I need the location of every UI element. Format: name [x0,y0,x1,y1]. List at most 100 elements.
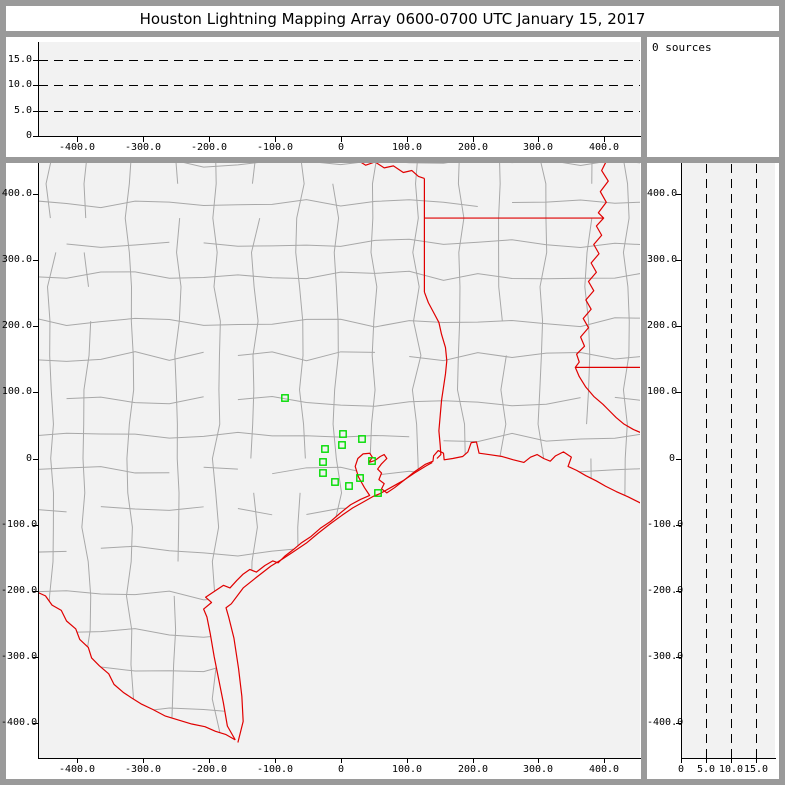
map-x-tick-label: -100.0 [256,764,294,775]
right-plot-y-tick-label: 300.0 [647,254,678,265]
map-x-tick-label: 100.0 [391,764,423,775]
right-plot-alt-gridline [706,164,707,758]
map-y-tick-label: -300.0 [1,651,38,662]
plan-view-map-plot[interactable] [38,163,640,758]
map-y-tick-label: 300.0 [1,254,32,265]
right-plot-y-tick [676,194,681,195]
map-y-tick-label: -400.0 [1,717,38,728]
right-plot-y-tick [676,525,681,526]
station-marker [321,445,329,453]
right-plot-y-tick [676,591,681,592]
right-plot-y-tick-label: -200.0 [647,585,684,596]
map-x-tick [604,758,605,763]
top-plot-y-tick [33,111,38,112]
right-plot-x-tick-label: 5.0 [696,764,716,775]
title-bar: Houston Lightning Mapping Array 0600-070… [6,6,779,31]
top-plot-x-tick [538,137,539,142]
altitude-vs-ew-plot[interactable] [38,42,640,136]
sabine-line [424,292,446,458]
red-river-line [357,163,424,178]
right-plot-x-tick-label: 15.0 [743,764,769,775]
top-plot-x-tick [209,137,210,142]
map-y-axis [38,163,39,759]
top-plot-x-tick-label: 200.0 [457,142,489,153]
station-marker [338,441,346,449]
coast-line [204,442,640,740]
station-marker [281,394,289,402]
right-plot-y-tick-label: 200.0 [647,320,678,331]
top-plot-y-axis [38,42,39,137]
top-plot-x-tick [473,137,474,142]
top-plot-x-axis [38,136,641,137]
right-plot-y-axis [681,163,682,759]
top-plot-alt-gridline [39,111,640,112]
map-x-tick [473,758,474,763]
map-y-tick-label: 400.0 [1,188,32,199]
map-x-tick-label: 200.0 [457,764,489,775]
map-canvas [38,163,640,758]
right-plot-y-tick [676,459,681,460]
map-y-tick-label: 200.0 [1,320,32,331]
top-plot-x-tick [143,137,144,142]
map-x-tick-label: -300.0 [124,764,162,775]
map-y-tick [33,392,38,393]
map-x-tick [209,758,210,763]
station-marker [358,435,366,443]
station-marker [319,469,327,477]
top-plot-y-tick [33,85,38,86]
top-plot-y-tick-label: 5.0 [13,105,32,116]
map-x-tick [538,758,539,763]
map-x-tick [275,758,276,763]
right-plot-y-tick-label: 400.0 [647,188,678,199]
top-plot-y-tick-label: 10.0 [7,79,32,90]
sources-panel [647,37,779,157]
map-x-tick-label: -400.0 [58,764,96,775]
top-plot-x-tick [604,137,605,142]
map-y-tick [33,525,38,526]
right-plot-y-tick [676,260,681,261]
right-plot-y-tick [676,657,681,658]
map-y-tick [33,591,38,592]
top-plot-y-tick-label: 15.0 [7,54,32,65]
right-plot-x-tick-label: 10.0 [718,764,744,775]
map-km-space [38,163,640,758]
lma-station-markers [281,394,382,497]
top-plot-x-tick-label: 300.0 [522,142,554,153]
station-marker [339,430,347,438]
sources-count-label: 0 sources [652,41,712,54]
top-plot-x-tick-label: -400.0 [58,142,96,153]
altitude-vs-ns-plot[interactable] [681,163,775,758]
map-y-tick-label: -100.0 [1,519,38,530]
right-plot-y-tick-label: -300.0 [647,651,684,662]
map-y-tick-label: 100.0 [1,386,32,397]
top-plot-y-tick [33,136,38,137]
map-y-tick [33,723,38,724]
map-x-tick-label: 0 [337,764,345,775]
map-x-axis [38,758,641,759]
right-plot-x-axis [681,758,776,759]
state-borders-coastline-layer [38,163,640,743]
map-y-tick [33,260,38,261]
top-plot-y-tick [33,60,38,61]
map-x-tick [77,758,78,763]
station-marker [319,458,327,466]
map-x-tick-label: 400.0 [588,764,620,775]
station-marker [368,457,376,465]
top-plot-x-tick [77,137,78,142]
mississippi-line [575,163,640,435]
top-plot-x-tick-label: -200.0 [190,142,228,153]
map-x-tick-label: -200.0 [190,764,228,775]
right-plot-alt-gridline [756,164,757,758]
right-plot-x-tick-label: 0 [677,764,685,775]
top-plot-x-tick-label: 100.0 [391,142,423,153]
right-plot-y-tick-label: 100.0 [647,386,678,397]
top-plot-y-tick-label: 0 [25,130,32,141]
top-plot-x-tick [341,137,342,142]
right-plot-x-tick [681,758,682,763]
right-plot-x-tick [706,758,707,763]
rio-grande-line [38,590,235,740]
right-plot-y-tick-label: -100.0 [647,519,684,530]
map-y-tick-label: -200.0 [1,585,38,596]
right-plot-y-tick-label: 0 [668,453,675,464]
